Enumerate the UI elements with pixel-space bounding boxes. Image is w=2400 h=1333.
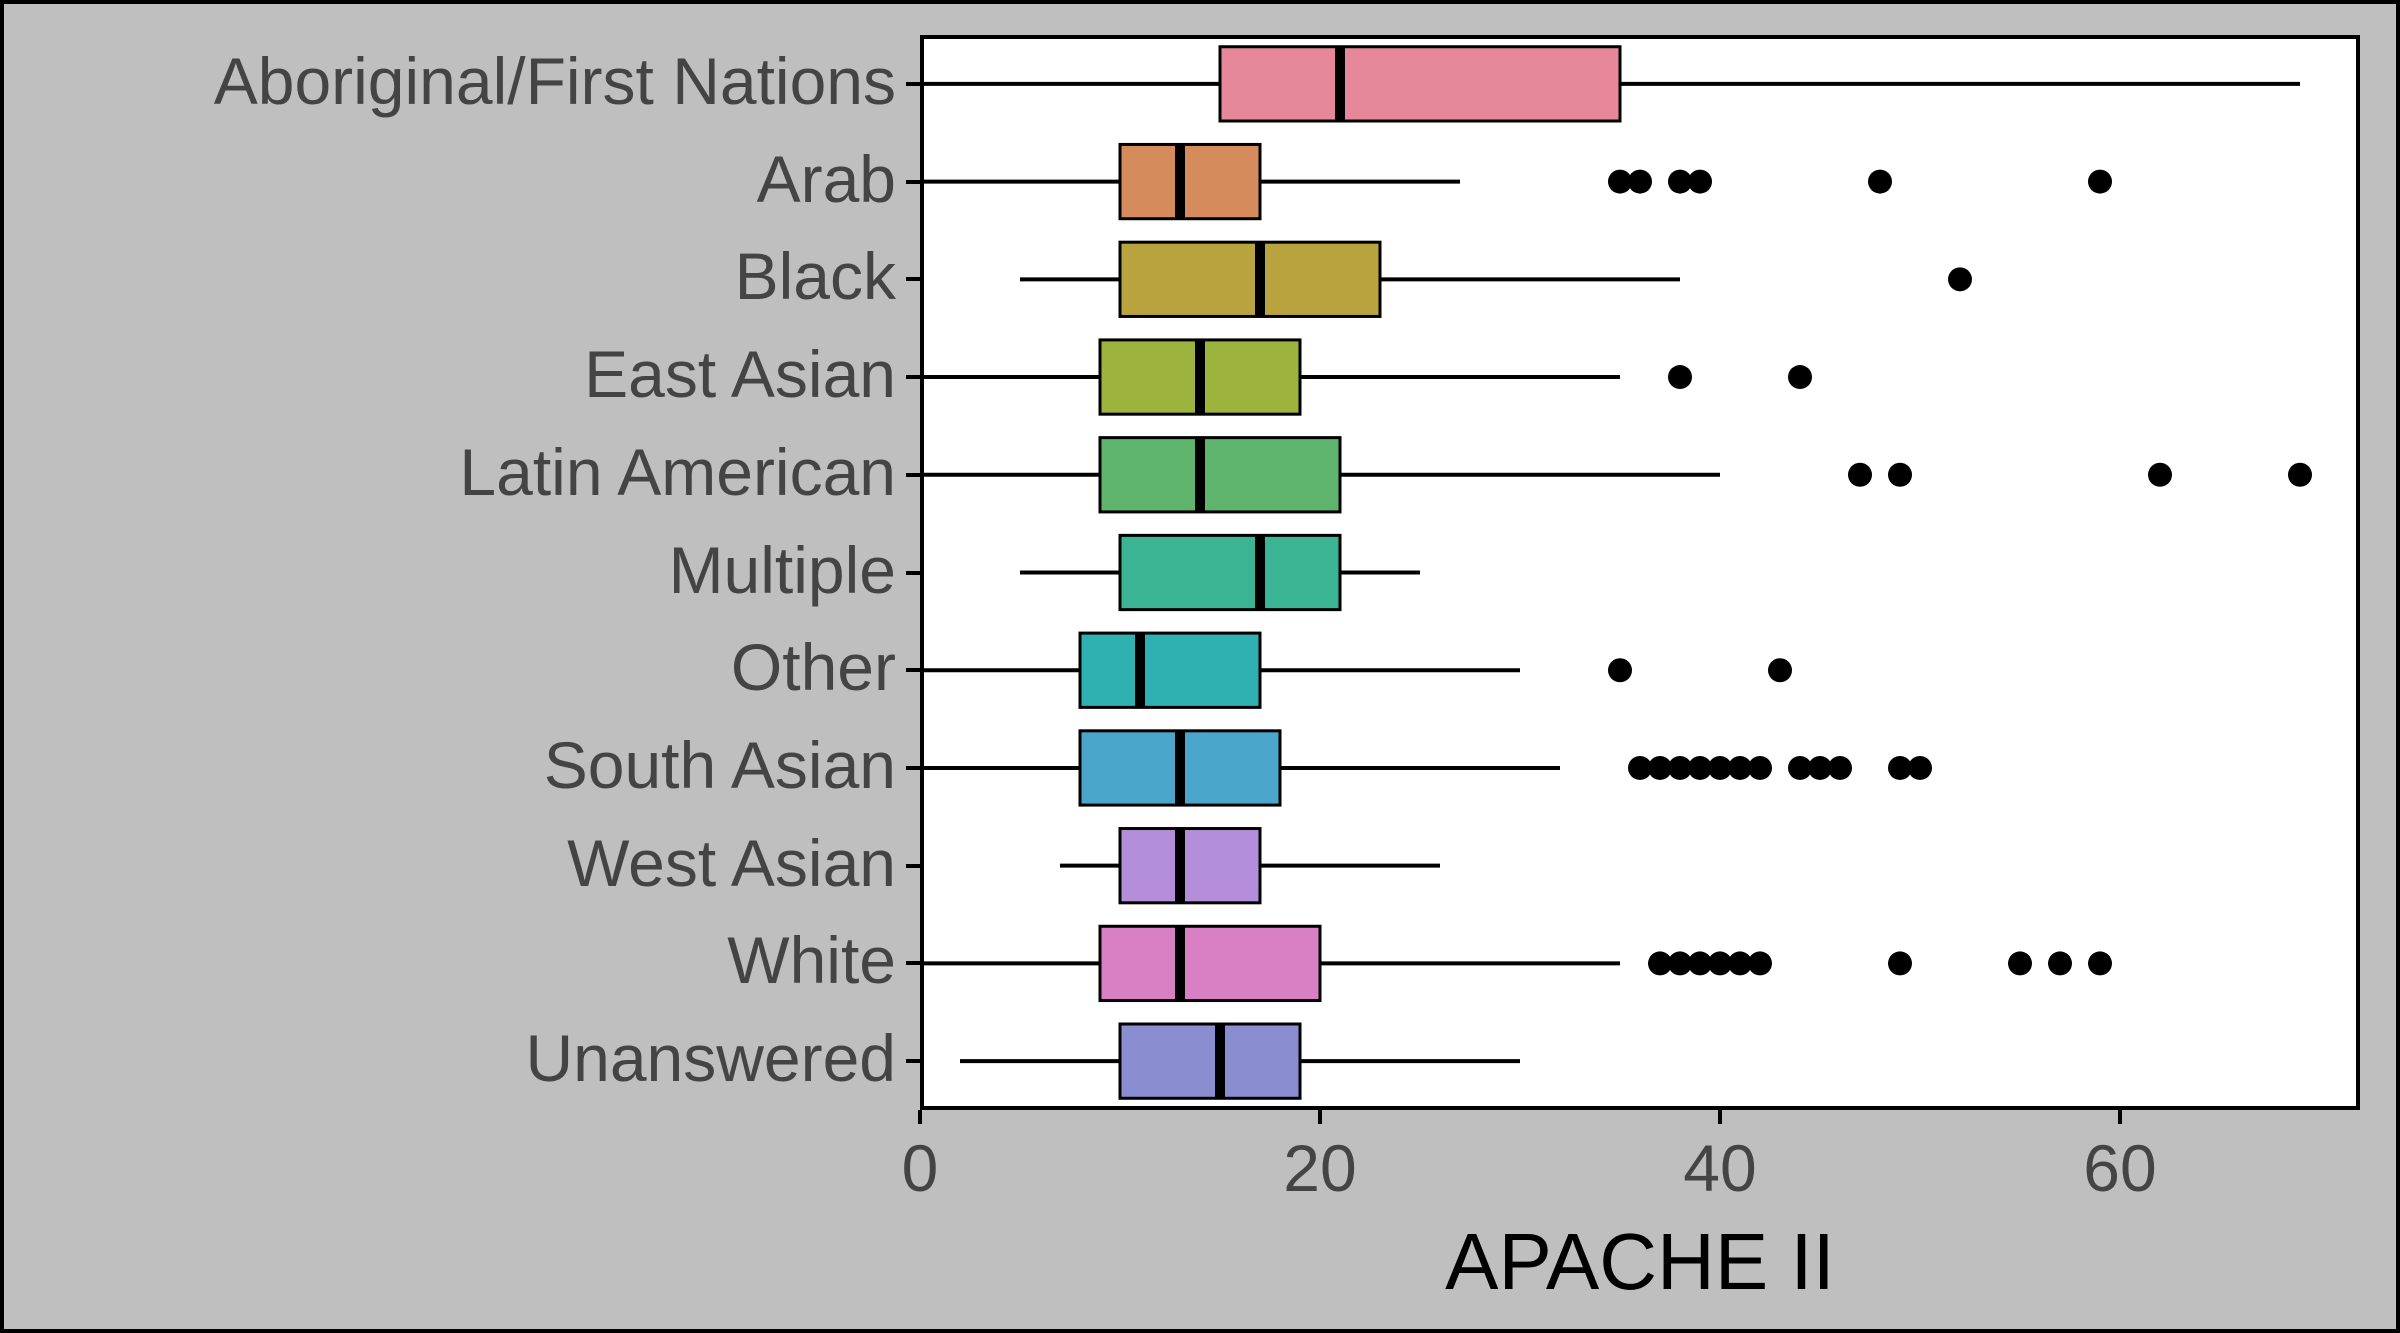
- x-axis-label: 60: [2060, 1130, 2180, 1206]
- y-axis-label: Arab: [757, 141, 896, 217]
- x-axis-tick: [2118, 1110, 2122, 1124]
- x-axis-label: 40: [1660, 1130, 1780, 1206]
- y-axis-label: Unanswered: [525, 1020, 896, 1096]
- y-axis-tick: [906, 473, 920, 477]
- y-axis-label: Multiple: [669, 532, 896, 608]
- y-axis-tick: [906, 864, 920, 868]
- x-axis-tick: [918, 1110, 922, 1124]
- y-axis-label: White: [727, 922, 896, 998]
- y-axis-tick: [906, 277, 920, 281]
- x-axis-title: APACHE II: [920, 1216, 2360, 1308]
- x-axis-label: 20: [1260, 1130, 1380, 1206]
- y-axis-tick: [906, 961, 920, 965]
- y-axis-tick: [906, 571, 920, 575]
- y-axis-label: Black: [735, 238, 896, 314]
- y-axis-tick: [906, 668, 920, 672]
- y-axis-tick: [906, 1059, 920, 1063]
- x-axis-tick: [1718, 1110, 1722, 1124]
- x-axis-label: 0: [860, 1130, 980, 1206]
- y-axis-label: West Asian: [567, 825, 896, 901]
- y-axis-label: Other: [731, 629, 896, 705]
- y-axis-tick: [906, 766, 920, 770]
- y-axis-label: Aboriginal/First Nations: [214, 43, 896, 119]
- y-axis-tick: [906, 82, 920, 86]
- plot-svg: [0, 0, 2400, 1333]
- boxplot-chart: Aboriginal/First Nations Arab Black East As…: [0, 0, 2400, 1333]
- y-axis-label: South Asian: [544, 727, 896, 803]
- y-axis-tick: [906, 375, 920, 379]
- y-axis-tick: [906, 180, 920, 184]
- y-axis-label: Latin American: [459, 434, 896, 510]
- x-axis-tick: [1318, 1110, 1322, 1124]
- y-axis-label: East Asian: [584, 336, 896, 412]
